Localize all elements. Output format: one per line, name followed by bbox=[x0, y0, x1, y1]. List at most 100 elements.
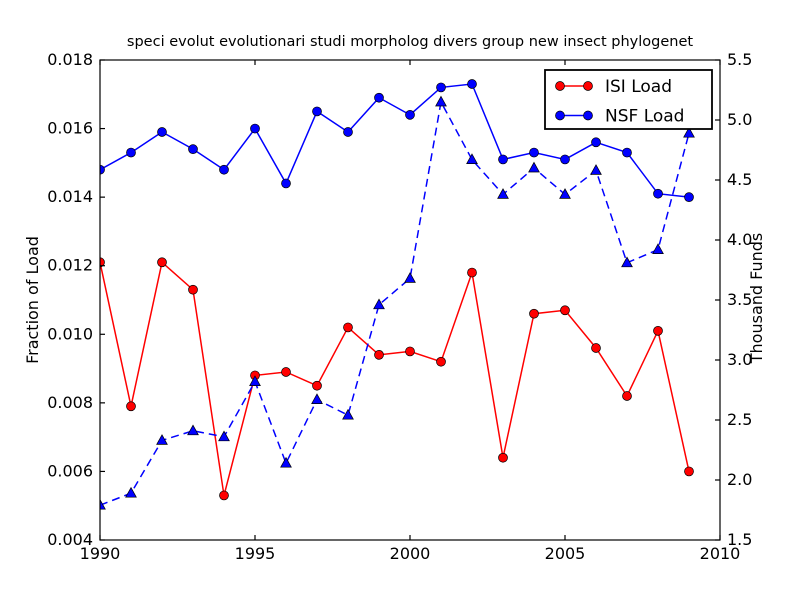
series-nsf-load-line bbox=[100, 83, 690, 198]
series-isi-load-marker bbox=[498, 452, 508, 463]
series-isi-load-marker bbox=[281, 367, 291, 377]
y-axis-label-left: Fraction of Load bbox=[23, 236, 42, 364]
series-isi-load-marker bbox=[126, 401, 136, 412]
series-isi-load-marker bbox=[312, 380, 322, 391]
series-isi-load-marker bbox=[436, 356, 446, 367]
series-isi-load-marker bbox=[684, 466, 694, 477]
series-thousand-funds-marker bbox=[100, 498, 106, 510]
series-nsf-load-marker bbox=[529, 147, 539, 158]
series-nsf-load-marker bbox=[157, 127, 167, 137]
series-thousand-funds-marker bbox=[652, 243, 664, 254]
series-isi-load-marker bbox=[591, 343, 601, 353]
series-nsf-load-marker bbox=[188, 144, 198, 154]
series-thousand-funds-marker bbox=[187, 424, 199, 436]
y-axis-left-tick-label: 0.008 bbox=[47, 393, 93, 412]
series-isi-load-marker bbox=[622, 391, 632, 401]
series-isi-load-marker bbox=[529, 308, 539, 319]
series-thousand-funds-marker bbox=[404, 272, 416, 283]
legend-label-nsf-load: NSF Load bbox=[605, 107, 684, 127]
series-isi-load bbox=[100, 257, 694, 501]
y-axis-right-tick-label: 3.0 bbox=[727, 350, 752, 369]
series-thousand-funds-marker bbox=[559, 188, 571, 199]
series-thousand-funds-marker bbox=[590, 164, 602, 175]
series-thousand-funds-marker bbox=[125, 486, 137, 498]
series-isi-load-marker bbox=[560, 305, 570, 316]
legend-label-isi-load: ISI Load bbox=[605, 77, 672, 97]
series-isi-load-marker bbox=[405, 346, 415, 357]
series-nsf-load bbox=[100, 79, 694, 202]
legend-sample-marker-nsf-load bbox=[555, 110, 565, 121]
series-isi-load-marker bbox=[653, 326, 663, 336]
series-nsf-load-marker bbox=[560, 154, 570, 165]
y-axis-left-tick-label: 0.016 bbox=[47, 119, 93, 138]
series-nsf-load-marker bbox=[126, 147, 136, 158]
series-thousand-funds-marker bbox=[342, 408, 354, 420]
series-thousand-funds-marker bbox=[156, 434, 168, 445]
x-axis-tick-label: 1990 bbox=[80, 544, 121, 563]
series-thousand-funds-marker bbox=[280, 456, 292, 468]
series-nsf-load-marker bbox=[250, 123, 260, 134]
series-isi-load-marker bbox=[467, 267, 477, 278]
series-isi-load-marker bbox=[219, 490, 229, 501]
legend-sample-marker-isi-load bbox=[555, 81, 565, 91]
y-axis-left-tick-label: 0.010 bbox=[47, 324, 93, 343]
series-isi-load-marker bbox=[100, 257, 105, 268]
series-thousand-funds-marker bbox=[249, 375, 261, 386]
series-isi-load-line bbox=[100, 260, 690, 496]
y-axis-right-tick-label: 4.5 bbox=[727, 170, 752, 189]
series-nsf-load-marker bbox=[219, 164, 229, 175]
series-thousand-funds-marker bbox=[497, 188, 509, 199]
y-axis-right-tick-label: 2.0 bbox=[727, 470, 752, 489]
y-axis-right-tick-label: 5.0 bbox=[727, 110, 752, 129]
series-thousand-funds-marker bbox=[621, 256, 633, 268]
plot-background bbox=[100, 60, 720, 540]
y-axis-right-tick-label: 5.5 bbox=[727, 50, 752, 69]
series-nsf-load-marker bbox=[374, 92, 384, 103]
series-isi-load-marker bbox=[343, 322, 353, 333]
legend-sample-marker-isi-load bbox=[583, 81, 593, 91]
series-nsf-load-marker bbox=[467, 79, 477, 89]
y-axis-right-tick-label: 3.5 bbox=[727, 290, 752, 309]
y-axis-left-tick-label: 0.018 bbox=[47, 50, 93, 69]
series-isi-load-marker bbox=[157, 257, 167, 268]
series-thousand-funds-marker bbox=[311, 393, 323, 404]
series-nsf-load-marker bbox=[281, 178, 291, 189]
series-isi-load-marker bbox=[188, 284, 198, 295]
series-thousand-funds bbox=[100, 95, 695, 510]
x-axis-tick-label: 2005 bbox=[545, 544, 586, 563]
legend-sample-marker-nsf-load bbox=[583, 110, 593, 121]
chart-title: speci evolut evolutionari studi morpholo… bbox=[127, 34, 693, 50]
series-thousand-funds-marker bbox=[218, 430, 230, 442]
y-axis-right-tick-label: 4.0 bbox=[727, 230, 752, 249]
legend bbox=[544, 69, 713, 130]
series-isi-load-marker bbox=[374, 350, 384, 360]
y-axis-right-tick-label: 2.5 bbox=[727, 410, 752, 429]
y-axis-label-right: Thousand Funds bbox=[747, 233, 766, 364]
series-nsf-load-marker bbox=[684, 192, 694, 202]
series-thousand-funds-marker bbox=[435, 95, 447, 107]
series-nsf-load-marker bbox=[591, 137, 601, 148]
x-axis-tick-label: 2000 bbox=[390, 544, 431, 563]
series-nsf-load-marker bbox=[498, 154, 508, 165]
legend-box bbox=[544, 69, 713, 130]
series-thousand-funds-marker bbox=[466, 153, 478, 164]
series-nsf-load-marker bbox=[343, 127, 353, 137]
x-axis-tick-label: 2010 bbox=[700, 544, 741, 563]
y-axis-left-tick-label: 0.004 bbox=[47, 530, 93, 549]
series-nsf-load-marker bbox=[312, 106, 322, 117]
series-thousand-funds-marker bbox=[528, 161, 540, 173]
y-axis-left-tick-label: 0.006 bbox=[47, 461, 93, 480]
series-nsf-load-marker bbox=[436, 82, 446, 93]
series-thousand-funds-marker bbox=[373, 298, 385, 310]
y-axis-left-tick-label: 0.012 bbox=[47, 256, 93, 275]
series-nsf-load-marker bbox=[405, 110, 415, 120]
series-thousand-funds-marker bbox=[683, 126, 695, 138]
x-axis-tick-label: 1995 bbox=[235, 544, 276, 563]
series-nsf-load-marker bbox=[622, 147, 632, 158]
series-nsf-load-marker bbox=[653, 188, 663, 199]
series-nsf-load-marker bbox=[100, 164, 105, 175]
y-axis-left-tick-label: 0.014 bbox=[47, 187, 93, 206]
y-axis-right-tick-label: 1.5 bbox=[727, 530, 752, 549]
